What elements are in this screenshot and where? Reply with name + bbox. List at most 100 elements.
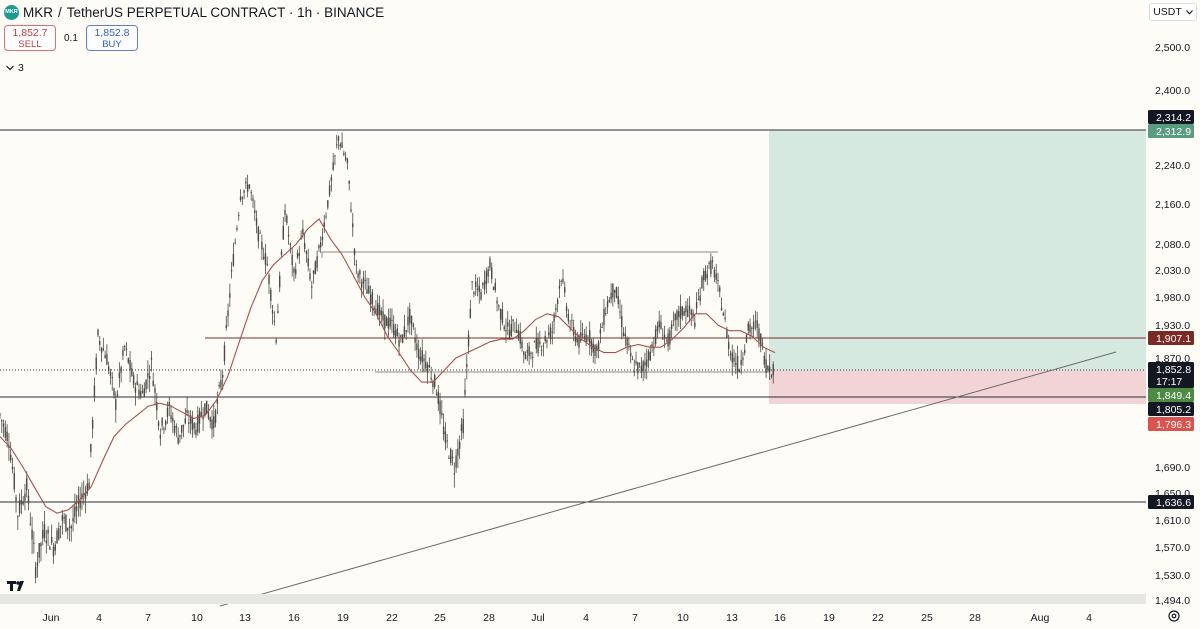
- candle-body: [425, 361, 427, 369]
- candle-body: [662, 338, 664, 340]
- candle: [359, 268, 361, 284]
- candle: [391, 308, 393, 333]
- candle-body: [384, 314, 386, 329]
- candle: [393, 315, 395, 339]
- date-tick: 10: [191, 612, 203, 624]
- candle-body: [15, 496, 17, 502]
- candle-body: [118, 372, 121, 379]
- candle-body: [738, 370, 741, 372]
- candle: [163, 426, 165, 435]
- candle-body: [742, 357, 744, 360]
- candle-body: [268, 274, 270, 285]
- candle-body: [601, 326, 603, 328]
- candle: [514, 321, 516, 333]
- candle-body: [81, 493, 83, 499]
- candle: [250, 189, 252, 201]
- resistance-mid-label: 1,907.1: [1148, 331, 1194, 345]
- candle: [403, 314, 406, 339]
- candle: [451, 449, 454, 466]
- candle: [200, 401, 203, 418]
- candle: [512, 319, 514, 332]
- candle: [369, 285, 372, 313]
- candle: [425, 350, 427, 372]
- indicators-toggle-button[interactable]: 3: [3, 60, 27, 76]
- candle-body: [507, 322, 509, 327]
- candle-body: [214, 410, 217, 423]
- candle-body: [353, 249, 356, 255]
- price-tick: 2,240.0: [1155, 160, 1190, 172]
- candle-body: [141, 391, 144, 393]
- candle: [608, 296, 611, 303]
- candle: [307, 248, 309, 272]
- candle-body: [544, 335, 546, 342]
- candle: [27, 489, 30, 511]
- candle-body: [658, 320, 660, 328]
- candle: [560, 279, 562, 287]
- candle-body: [450, 449, 452, 463]
- candle-body: [63, 516, 65, 519]
- candle: [507, 311, 509, 336]
- candle: [624, 326, 627, 347]
- resistance-mid-label-text: 1,907.1: [1156, 333, 1191, 345]
- candle: [708, 260, 710, 270]
- candle: [417, 339, 420, 370]
- candle: [364, 270, 366, 290]
- tradingview-logo[interactable]: [7, 579, 29, 597]
- candle-body: [515, 329, 518, 333]
- currency-selector[interactable]: USDT: [1149, 3, 1197, 21]
- buy-button[interactable]: 1,852.8 BUY: [86, 25, 138, 51]
- candle: [510, 315, 513, 338]
- candle-body: [77, 495, 80, 505]
- chart-settings-button[interactable]: [1166, 608, 1182, 624]
- candle-body: [58, 528, 60, 540]
- candle-body: [409, 308, 411, 324]
- candle-body: [480, 291, 482, 300]
- candle-body: [195, 429, 197, 435]
- candle: [311, 280, 313, 299]
- candle: [385, 316, 388, 327]
- candle-body: [125, 348, 128, 350]
- candle-body: [735, 363, 737, 365]
- candle: [26, 471, 28, 498]
- candle: [164, 419, 167, 431]
- candle-body: [692, 312, 694, 318]
- buy-price: 1,852.8: [94, 27, 130, 39]
- candle: [464, 378, 466, 398]
- candle-body: [54, 544, 56, 551]
- contract-description: TetherUS PERPETUAL CONTRACT · 1h · BINAN…: [66, 4, 385, 20]
- candle-body: [631, 359, 634, 361]
- candle: [43, 510, 46, 542]
- candle-body: [295, 269, 297, 275]
- order-quantity[interactable]: 0.1: [64, 33, 78, 44]
- candle-body: [17, 516, 19, 518]
- candle: [435, 389, 438, 396]
- candle: [132, 371, 135, 389]
- candle-body: [305, 251, 308, 254]
- candle: [662, 328, 664, 340]
- sell-button[interactable]: 1,852.7 SELL: [4, 25, 56, 51]
- candle-body: [241, 197, 243, 199]
- take-profit-zone: [769, 130, 1146, 371]
- candle: [225, 315, 227, 331]
- candle-body: [423, 358, 425, 361]
- candle: [314, 260, 317, 275]
- candle-body: [88, 482, 90, 490]
- candle: [239, 189, 242, 202]
- candle: [325, 212, 327, 220]
- candle-body: [234, 242, 236, 244]
- candle: [291, 247, 293, 277]
- candle-body: [589, 330, 591, 344]
- symbol-name[interactable]: MKR: [23, 4, 53, 20]
- stop-loss-zone: [769, 370, 1146, 404]
- candle: [549, 323, 552, 345]
- candle: [197, 406, 199, 436]
- candle-body: [40, 543, 42, 547]
- candle: [337, 135, 340, 150]
- candle: [83, 480, 85, 505]
- candle: [601, 322, 603, 328]
- candle: [476, 277, 479, 297]
- candle: [74, 493, 76, 523]
- candle: [293, 266, 295, 282]
- candle: [726, 326, 728, 339]
